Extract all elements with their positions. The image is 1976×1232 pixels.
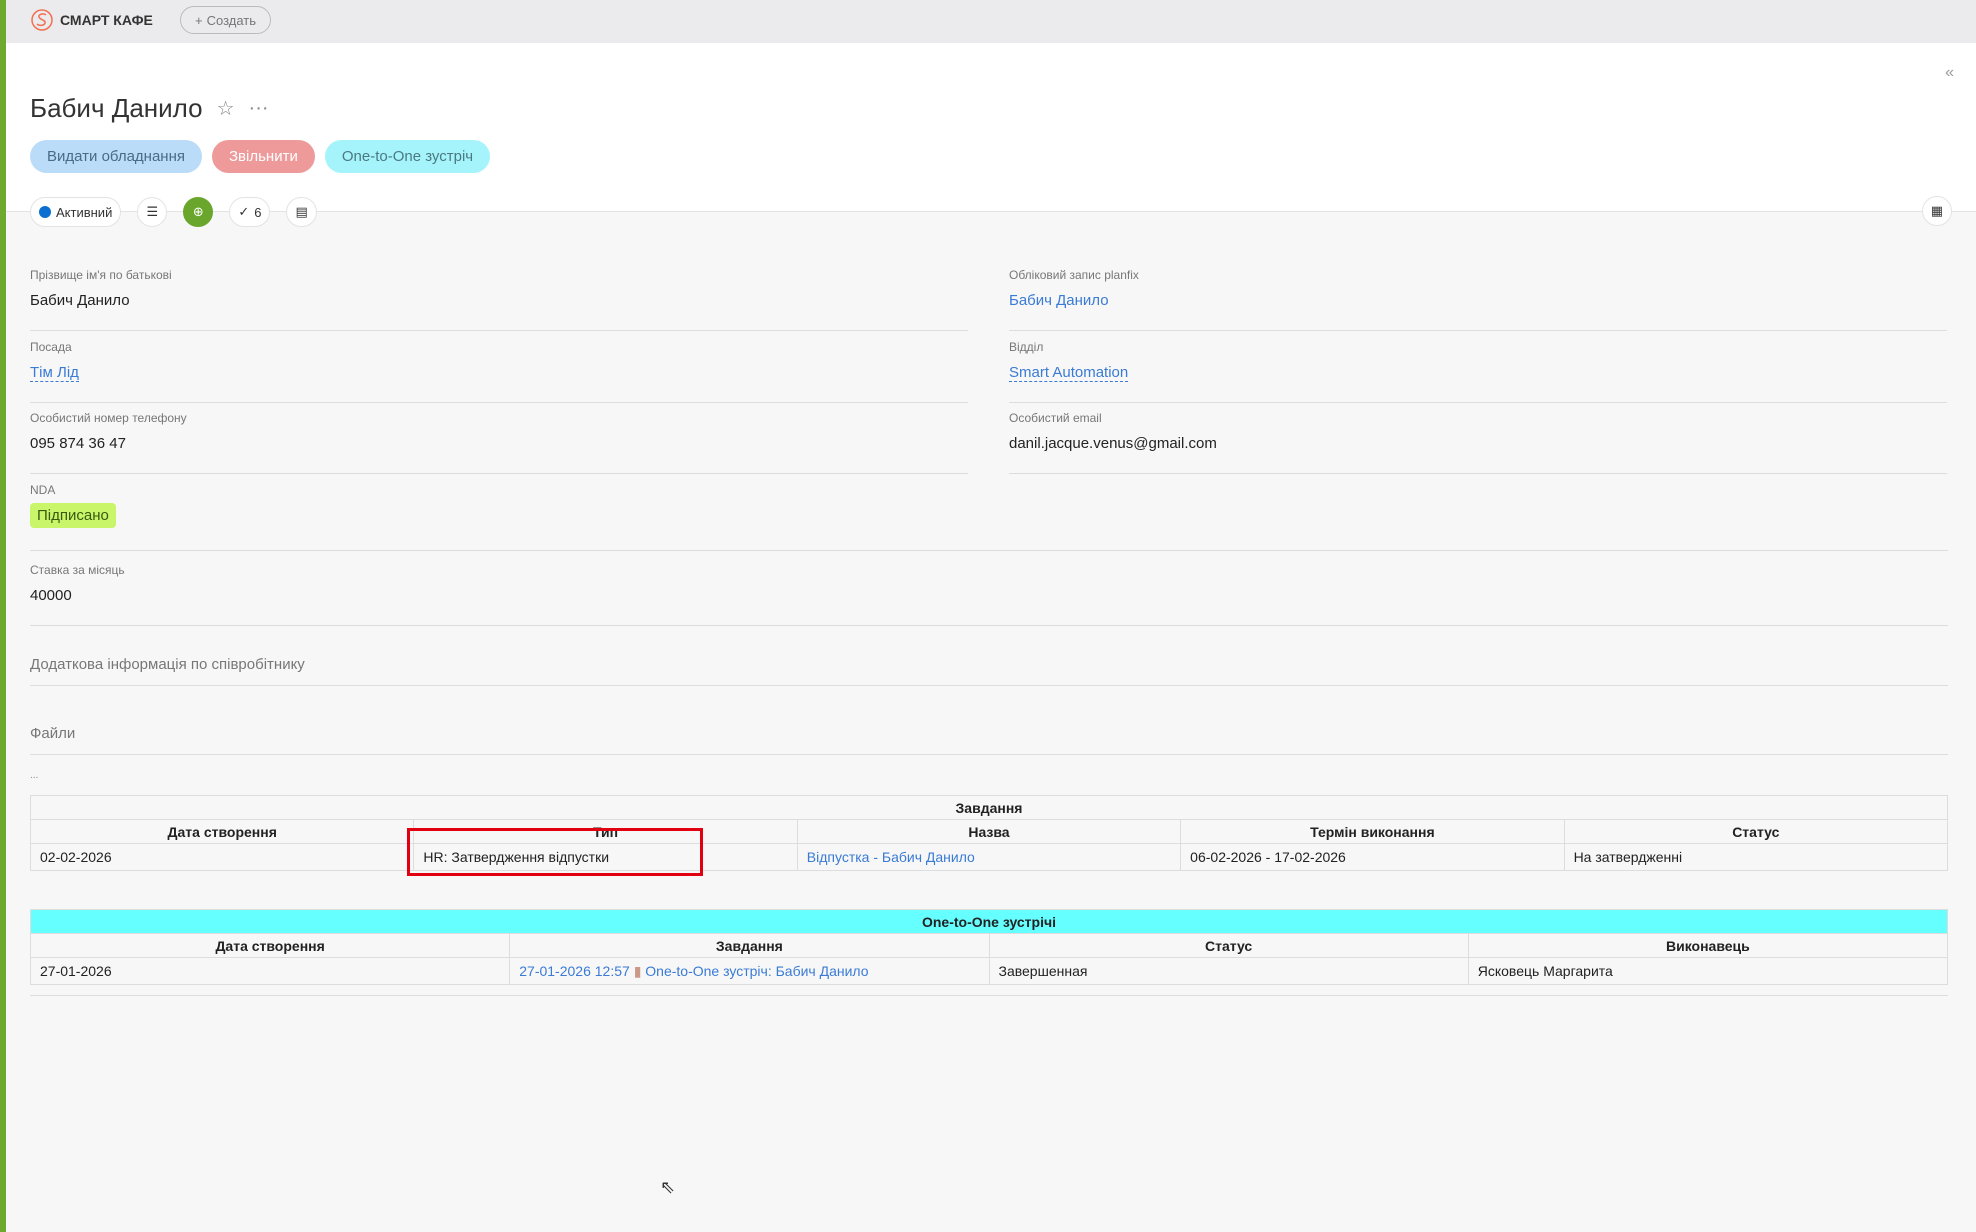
tasks-table-caption: Завдання	[30, 795, 1948, 820]
plus-icon: +	[195, 12, 203, 28]
check-circle-icon: ✓	[238, 204, 250, 219]
column-header: Дата створення	[29, 933, 511, 958]
field-label: Обліковий запис planfix	[1009, 268, 1139, 282]
comments-icon[interactable]: ▤	[286, 197, 317, 227]
files-section[interactable]: Файли	[30, 725, 1948, 755]
cell-status: На затвердженні	[1563, 843, 1949, 871]
field-nda: NDA Підписано	[30, 483, 1948, 551]
field-salary: Ставка за місяць 40000	[30, 563, 1948, 626]
mouse-cursor-icon: ⇖	[660, 1177, 676, 1197]
field-label: Ставка за місяць	[30, 563, 125, 577]
column-header: Назва	[796, 819, 1182, 844]
top-bar: СМАРТ КАФЕ + Создать	[6, 0, 1976, 43]
clipboard-icon: ▮	[633, 962, 642, 979]
field-label: Відділ	[1009, 340, 1044, 354]
field-label: NDA	[30, 483, 56, 497]
dismiss-button[interactable]: Звільнити	[212, 140, 315, 173]
cell-assignee: Ясковець Маргарита	[1467, 957, 1949, 985]
page-title: Бабич Данило	[30, 93, 203, 123]
field-value: 40000	[30, 587, 1948, 626]
nda-badge: Підписано	[30, 503, 116, 528]
create-label: Создать	[206, 12, 256, 28]
field-label: Особистий номер телефону	[30, 411, 187, 425]
department-link[interactable]: Smart Automation	[1009, 364, 1129, 382]
page-title-row: Бабич Данило ☆ ···	[30, 93, 269, 124]
fields-icon[interactable]: ⊕	[183, 197, 214, 227]
cell-status: Завершенная	[988, 957, 1469, 985]
divider	[30, 995, 1948, 996]
table-row: 02-02-2026 HR: Затвердження відпустки Відп…	[29, 843, 1949, 871]
field-label: Особистий email	[1009, 411, 1102, 425]
task-link[interactable]: One-to-One зустріч: Бабич Данило	[645, 962, 869, 979]
field-value: 095 874 36 47	[30, 435, 968, 474]
column-header: Завдання	[509, 933, 990, 958]
cell-type: HR: Затвердження відпустки	[413, 843, 798, 871]
field-value: Бабич Данило	[30, 292, 968, 331]
tasks-button[interactable]: ✓ 6	[229, 197, 271, 227]
task-link[interactable]: Відпустка - Бабич Данило	[806, 849, 975, 865]
field-position: Посада Тім Лід	[30, 340, 968, 403]
extra-info-section[interactable]: Додаткова інформація по співробітнику	[30, 656, 1948, 686]
collapse-panel-icon[interactable]: «	[1945, 64, 1954, 81]
divider	[6, 211, 1976, 212]
position-link[interactable]: Тім Лід	[30, 364, 79, 382]
star-icon[interactable]: ☆	[216, 98, 235, 120]
column-header: Тип	[413, 819, 798, 844]
status-badge[interactable]: Активний	[30, 197, 122, 227]
tasks-count: 6	[254, 204, 262, 220]
table-row: 27-01-2026 27-01-2026 12:57 ▮ One-to-One …	[29, 957, 1949, 985]
column-header: Термін виконання	[1180, 819, 1565, 844]
column-header: Дата створення	[29, 819, 415, 844]
logo-icon	[31, 9, 53, 31]
record-toolbar: Активний ☰ ⊕ ✓ 6 ▤	[30, 197, 317, 227]
field-value: danil.jacque.venus@gmail.com	[1009, 435, 1947, 474]
issue-equipment-button[interactable]: Видати обладнання	[30, 140, 202, 173]
account-link[interactable]: Бабич Данило	[1009, 292, 1109, 309]
task-time-link[interactable]: 27-01-2026 12:57	[519, 962, 630, 979]
field-label: Прізвище ім'я по батькові	[30, 268, 172, 282]
brand-name: СМАРТ КАФЕ	[60, 12, 153, 28]
meetings-table-caption: One-to-One зустрічі	[30, 909, 1948, 934]
field-department: Відділ Smart Automation	[1009, 340, 1947, 403]
column-header: Статус	[988, 933, 1469, 958]
annotation-highlight-box	[407, 828, 703, 876]
one-to-one-button[interactable]: One-to-One зустріч	[324, 140, 491, 173]
header-panel	[6, 43, 1976, 211]
field-phone: Особистий номер телефону 095 874 36 47	[30, 411, 968, 474]
field-email: Особистий email danil.jacque.venus@gmail.…	[1009, 411, 1947, 474]
cell-date: 02-02-2026	[29, 843, 415, 871]
calendar-icon[interactable]: ▦	[1921, 196, 1952, 226]
status-label: Активний	[56, 204, 113, 220]
brand-logo[interactable]: СМАРТ КАФЕ	[30, 8, 153, 32]
left-accent-strip	[0, 0, 6, 1232]
cell-deadline: 06-02-2026 - 17-02-2026	[1180, 843, 1565, 871]
meetings-table: One-to-One зустрічі Дата створення Завдан…	[29, 909, 1949, 985]
column-header: Статус	[1563, 819, 1949, 844]
tasks-table: Завдання Дата створення Тип Назва Термін ви…	[29, 795, 1949, 871]
column-header: Виконавець	[1467, 933, 1949, 958]
cell-date: 27-01-2026	[29, 957, 511, 985]
create-button[interactable]: + Создать	[180, 6, 271, 34]
field-account: Обліковий запис planfix Бабич Данило	[1009, 268, 1947, 331]
description-icon[interactable]: ☰	[137, 197, 168, 227]
more-icon[interactable]: ···	[248, 97, 269, 119]
status-dot-icon	[39, 206, 51, 218]
ellipsis: ...	[30, 770, 39, 781]
field-fio: Прізвище ім'я по батькові Бабич Данило	[30, 268, 968, 331]
field-label: Посада	[30, 340, 72, 354]
